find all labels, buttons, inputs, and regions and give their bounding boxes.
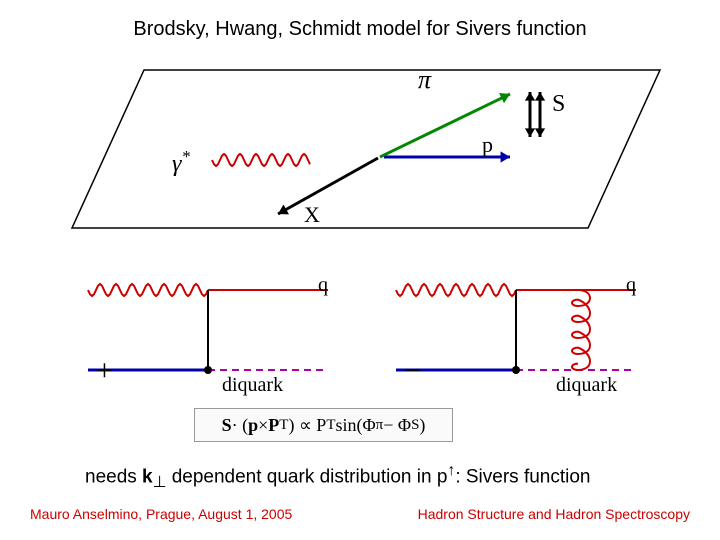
quark-label-right: q (626, 274, 636, 297)
formula: S · (p × PT) ∝ PT sin(Φπ − ΦS) (194, 408, 453, 442)
quark-label-left: q (318, 274, 328, 297)
minus-sign: − (404, 354, 421, 388)
pion-label: π (418, 65, 431, 95)
gamma-label: γ* (172, 147, 190, 178)
sivers-caption: needs k⊥ dependent quark distribution in… (85, 462, 591, 492)
footer-conf: Hadron Structure and Hadron Spectroscopy (418, 506, 690, 522)
plus-sign: + (96, 354, 113, 388)
diquark-label-left: diquark (222, 374, 283, 397)
spin-label: S (552, 91, 565, 118)
x-label: X (304, 202, 320, 228)
diquark-label-right: diquark (556, 374, 617, 397)
diagram-canvas (0, 0, 720, 540)
proton-label: p (482, 132, 493, 158)
footer-author: Mauro Anselmino, Prague, August 1, 2005 (30, 506, 292, 522)
